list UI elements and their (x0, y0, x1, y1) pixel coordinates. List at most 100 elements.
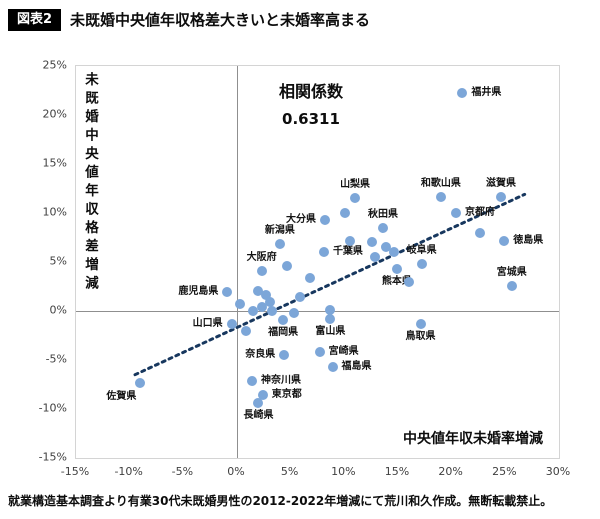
correlation-value: 0.6311 (282, 110, 340, 128)
data-point (370, 252, 381, 263)
y-tick-label: -10% (38, 401, 67, 415)
x-tick-label: 30% (545, 465, 571, 478)
data-point (377, 222, 388, 233)
data-point (327, 361, 338, 372)
x-axis-title: 中央値年収未婚率増減 (403, 431, 543, 447)
x-tick-label: 10% (331, 465, 356, 478)
data-point (235, 299, 246, 310)
correlation-label: 相関係数 (278, 82, 343, 101)
data-point (450, 208, 461, 218)
y-tick-label: -5% (45, 352, 67, 366)
data-point (253, 398, 264, 409)
x-zero-line (237, 66, 238, 458)
point-label: 福井県 (471, 87, 502, 99)
data-point (391, 263, 402, 274)
point-label: 福島県 (341, 360, 372, 372)
y-tick-label: 20% (42, 107, 67, 121)
point-label: 鹿児島県 (178, 286, 219, 298)
point-label: 宮城県 (496, 266, 527, 278)
data-point (256, 265, 267, 276)
y-tick-label: 15% (42, 156, 67, 170)
data-point (256, 302, 267, 313)
y-zero-line (76, 311, 559, 312)
y-tick-label: -15% (38, 450, 67, 464)
data-point (496, 192, 507, 203)
y-tick-label: 10% (42, 205, 67, 219)
data-point (288, 307, 299, 318)
data-point (506, 280, 517, 291)
data-point (282, 260, 293, 271)
correlation-annotation: 相関係数 0.6311 (236, 78, 386, 128)
data-point (367, 237, 378, 248)
point-label: 徳島県 (513, 235, 544, 247)
data-point (344, 236, 355, 247)
data-point (318, 247, 329, 258)
plot-area: 未既婚中央値年収格差増減 相関係数 0.6311 中央値年収未婚率増減 福井県滋… (75, 65, 560, 459)
data-point (247, 375, 258, 386)
scatter-chart: 未既婚中央値年収格差増減 相関係数 0.6311 中央値年収未婚率増減 福井県滋… (0, 40, 600, 485)
point-label: 和歌山県 (420, 178, 461, 190)
point-label: 秋田県 (367, 208, 398, 220)
point-label: 山口県 (192, 317, 223, 329)
data-point (416, 258, 427, 269)
data-point (135, 377, 146, 388)
figure-badge: 図表2 (8, 9, 62, 31)
data-point (240, 325, 251, 336)
data-point (260, 290, 271, 301)
point-label: 東京都 (271, 389, 302, 401)
data-point (499, 236, 510, 247)
point-label: 佐賀県 (106, 390, 137, 402)
x-tick-label: -5% (171, 465, 194, 478)
y-tick-label: 5% (49, 254, 67, 268)
data-point (253, 286, 264, 297)
data-point (320, 214, 330, 225)
data-point (415, 318, 426, 329)
x-tick-label: 25% (492, 465, 517, 478)
data-point (295, 292, 306, 303)
data-point (325, 313, 336, 324)
point-label: 千葉県 (332, 246, 363, 258)
data-point (388, 247, 399, 258)
point-label: 山梨県 (340, 179, 371, 191)
point-label: 鳥取県 (405, 330, 436, 342)
x-tick-label: 15% (384, 465, 410, 478)
point-label: 岐阜県 (406, 244, 437, 256)
data-point (278, 314, 289, 325)
point-label: 大阪府 (246, 251, 277, 263)
point-label: 滋賀県 (486, 178, 517, 190)
point-label: 福岡県 (268, 326, 299, 338)
data-point (222, 287, 233, 298)
x-tick-label: 0% (227, 465, 245, 478)
y-tick-label: 0% (49, 303, 67, 317)
data-point (435, 192, 446, 203)
point-label: 京都府 (464, 207, 495, 218)
trend-line (133, 192, 527, 377)
point-label: 大分県 (286, 213, 316, 225)
data-point (457, 88, 468, 99)
point-label: 奈良県 (245, 349, 276, 361)
point-label: 宮崎県 (328, 346, 359, 358)
x-tick-label: -15% (60, 465, 90, 478)
y-tick-label: 25% (42, 58, 67, 72)
header: 図表2 未既婚中央値年収格差大きいと未婚率高まる (8, 9, 370, 31)
point-label: 長崎県 (243, 410, 274, 422)
data-point (474, 227, 485, 238)
data-point (279, 350, 290, 361)
data-point (248, 306, 259, 316)
point-label: 富山県 (315, 325, 346, 337)
point-label: 神奈川県 (261, 374, 302, 386)
x-tick-label: -10% (114, 465, 143, 478)
data-point (340, 208, 351, 218)
y-axis-title: 未既婚中央値年収格差増減 (82, 72, 98, 294)
data-point (314, 347, 325, 358)
data-point (257, 390, 268, 401)
data-point (381, 242, 392, 253)
data-point (265, 297, 276, 308)
x-tick-label: 20% (438, 465, 463, 478)
data-point (226, 318, 237, 329)
x-tick-label: 5% (280, 465, 299, 478)
point-label: 熊本県 (381, 275, 412, 287)
data-point (267, 306, 278, 316)
data-point (325, 305, 336, 316)
page-title: 未既婚中央値年収格差大きいと未婚率高まる (70, 11, 371, 30)
